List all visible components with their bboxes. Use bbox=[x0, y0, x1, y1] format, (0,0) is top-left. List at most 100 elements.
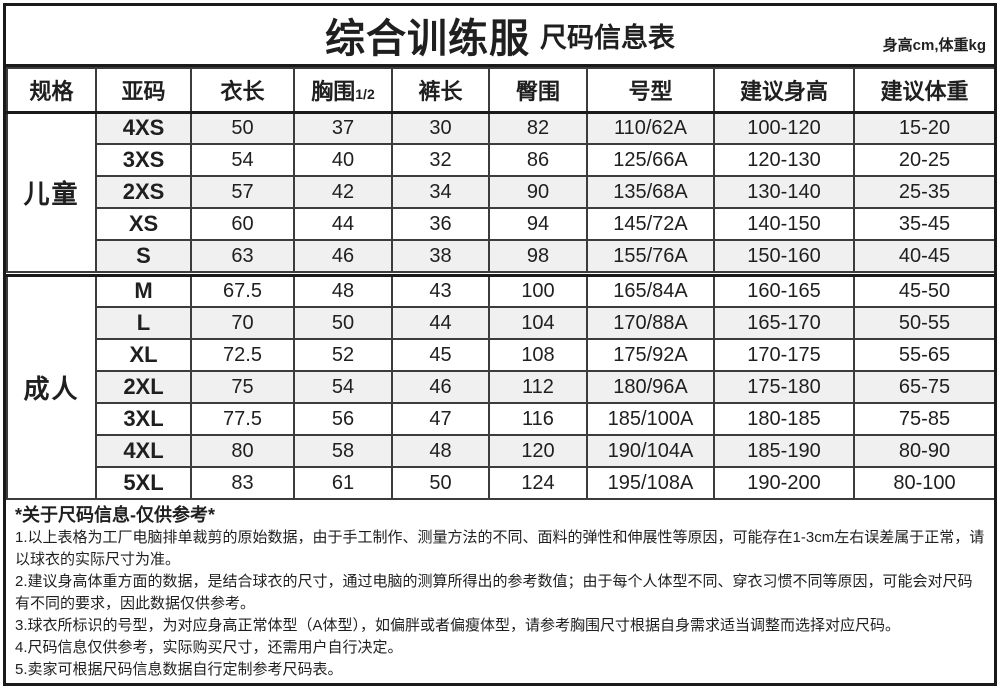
cell-hip: 100 bbox=[488, 274, 588, 308]
col-header-length: 衣长 bbox=[190, 67, 295, 114]
cell-pants: 50 bbox=[391, 466, 490, 500]
cell-height: 170-175 bbox=[713, 338, 855, 372]
cell-pants: 48 bbox=[391, 434, 490, 468]
col-header-chest: 胸围1/2 bbox=[293, 67, 393, 114]
col-header-height: 建议身高 bbox=[713, 67, 855, 114]
cell-length: 72.5 bbox=[190, 338, 295, 372]
table-header-row: 规格 亚码 衣长 胸围1/2 裤长 臀围 号型 建议身高 建议体重 bbox=[6, 67, 994, 114]
table-row: 儿童 4XS 50 37 30 82 110/62A 100-120 15-20 bbox=[6, 111, 994, 273]
cell-weight: 65-75 bbox=[853, 370, 994, 404]
cell-size: 2XS bbox=[95, 175, 192, 209]
cell-weight: 35-45 bbox=[853, 207, 994, 241]
cell-length: 77.5 bbox=[190, 402, 295, 436]
col-header-hip: 臀围 bbox=[488, 67, 588, 114]
table-row: 3XL 77.5 56 47 116 185/100A 180-185 75-8… bbox=[7, 402, 994, 436]
cell-chest: 44 bbox=[293, 207, 393, 241]
footnote-2: 2.建议身高体重方面的数据，是结合球衣的尺寸，通过电脑的测算所得出的参考数值；由… bbox=[15, 573, 973, 612]
cell-hip: 112 bbox=[488, 370, 588, 404]
cell-length: 70 bbox=[190, 306, 295, 340]
cell-hip: 104 bbox=[488, 306, 588, 340]
cell-chest: 56 bbox=[293, 402, 393, 436]
cell-model: 155/76A bbox=[586, 239, 715, 273]
cell-size: 4XL bbox=[95, 434, 192, 468]
chest-fraction-label: 1/2 bbox=[355, 85, 375, 102]
cell-size: 3XL bbox=[95, 402, 192, 436]
cell-model: 185/100A bbox=[586, 402, 715, 436]
cell-weight: 45-50 bbox=[853, 274, 994, 308]
cell-pants: 38 bbox=[391, 239, 490, 273]
cell-pants: 43 bbox=[391, 274, 490, 308]
cell-height: 140-150 bbox=[713, 207, 855, 241]
cell-hip: 82 bbox=[488, 111, 588, 145]
cell-chest: 52 bbox=[293, 338, 393, 372]
cell-length: 83 bbox=[190, 466, 295, 500]
footnotes-section: *关于尺码信息-仅供参考* 1.以上表格为工厂电脑排单裁剪的原始数据，由于手工制… bbox=[6, 500, 994, 683]
cell-length: 60 bbox=[190, 207, 295, 241]
cell-chest: 37 bbox=[293, 111, 393, 145]
cell-chest: 40 bbox=[293, 143, 393, 177]
cell-model: 125/66A bbox=[586, 143, 715, 177]
footnote-5: 5.卖家可根据尺码信息数据自行定制参考尺码表。 bbox=[15, 661, 343, 678]
title-bar: 综合训练服 尺码信息表 身高cm,体重kg bbox=[6, 6, 994, 67]
cell-model: 195/108A bbox=[586, 466, 715, 500]
cell-height: 160-165 bbox=[713, 274, 855, 308]
cell-pants: 32 bbox=[391, 143, 490, 177]
size-chart-sheet: 综合训练服 尺码信息表 身高cm,体重kg 规格 亚码 衣长 胸围1/2 裤长 … bbox=[3, 3, 997, 686]
cell-size: XL bbox=[95, 338, 192, 372]
cell-hip: 120 bbox=[488, 434, 588, 468]
cell-model: 165/84A bbox=[586, 274, 715, 308]
cell-hip: 124 bbox=[488, 466, 588, 500]
cell-hip: 94 bbox=[488, 207, 588, 241]
cell-length: 63 bbox=[190, 239, 295, 273]
footnote-3: 3.球衣所标识的号型，为对应身高正常体型（A体型），如偏胖或者偏瘦体型，请参考胸… bbox=[15, 617, 901, 634]
footnote-4: 4.尺码信息仅供参考，实际购买尺寸，还需用户自行决定。 bbox=[15, 639, 403, 656]
cell-chest: 58 bbox=[293, 434, 393, 468]
cell-length: 80 bbox=[190, 434, 295, 468]
col-header-model: 号型 bbox=[586, 67, 715, 114]
cell-length: 57 bbox=[190, 175, 295, 209]
cell-model: 180/96A bbox=[586, 370, 715, 404]
cell-size: M bbox=[95, 274, 192, 308]
table-row: XS 60 44 36 94 145/72A 140-150 35-45 bbox=[7, 207, 994, 241]
cell-pants: 30 bbox=[391, 111, 490, 145]
col-header-spec: 规格 bbox=[6, 67, 97, 114]
cell-size: 2XL bbox=[95, 370, 192, 404]
cell-size: S bbox=[95, 239, 192, 273]
cell-height: 165-170 bbox=[713, 306, 855, 340]
cell-model: 145/72A bbox=[586, 207, 715, 241]
cell-hip: 116 bbox=[488, 402, 588, 436]
cell-pants: 34 bbox=[391, 175, 490, 209]
table-row: 4XL 80 58 48 120 190/104A 185-190 80-90 bbox=[7, 434, 994, 468]
cell-pants: 46 bbox=[391, 370, 490, 404]
cell-pants: 45 bbox=[391, 338, 490, 372]
group-label-children: 儿童 bbox=[6, 111, 97, 273]
group-label-adult: 成人 bbox=[6, 274, 97, 500]
page-title: 综合训练服 bbox=[325, 17, 530, 61]
cell-chest: 54 bbox=[293, 370, 393, 404]
table-row: 5XL 83 61 50 124 195/108A 190-200 80-100 bbox=[7, 466, 994, 500]
cell-height: 130-140 bbox=[713, 175, 855, 209]
cell-height: 120-130 bbox=[713, 143, 855, 177]
page-subtitle: 尺码信息表 bbox=[540, 22, 675, 53]
cell-size: XS bbox=[95, 207, 192, 241]
cell-height: 180-185 bbox=[713, 402, 855, 436]
cell-pants: 47 bbox=[391, 402, 490, 436]
section-divider bbox=[7, 271, 994, 277]
table-row: XL 72.5 52 45 108 175/92A 170-175 55-65 bbox=[7, 338, 994, 372]
cell-height: 185-190 bbox=[713, 434, 855, 468]
cell-pants: 44 bbox=[391, 306, 490, 340]
footnote-1: 1.以上表格为工厂电脑排单裁剪的原始数据，由于手工制作、测量方法的不同、面料的弹… bbox=[15, 529, 985, 568]
cell-weight: 80-100 bbox=[853, 466, 994, 500]
unit-note: 身高cm,体重kg bbox=[882, 37, 986, 54]
cell-height: 100-120 bbox=[713, 111, 855, 145]
cell-weight: 50-55 bbox=[853, 306, 994, 340]
cell-chest: 50 bbox=[293, 306, 393, 340]
cell-model: 135/68A bbox=[586, 175, 715, 209]
cell-hip: 108 bbox=[488, 338, 588, 372]
cell-height: 150-160 bbox=[713, 239, 855, 273]
table-row: 2XS 57 42 34 90 135/68A 130-140 25-35 bbox=[7, 175, 994, 209]
cell-length: 67.5 bbox=[190, 274, 295, 308]
cell-size: 5XL bbox=[95, 466, 192, 500]
cell-chest: 46 bbox=[293, 239, 393, 273]
cell-chest: 61 bbox=[293, 466, 393, 500]
